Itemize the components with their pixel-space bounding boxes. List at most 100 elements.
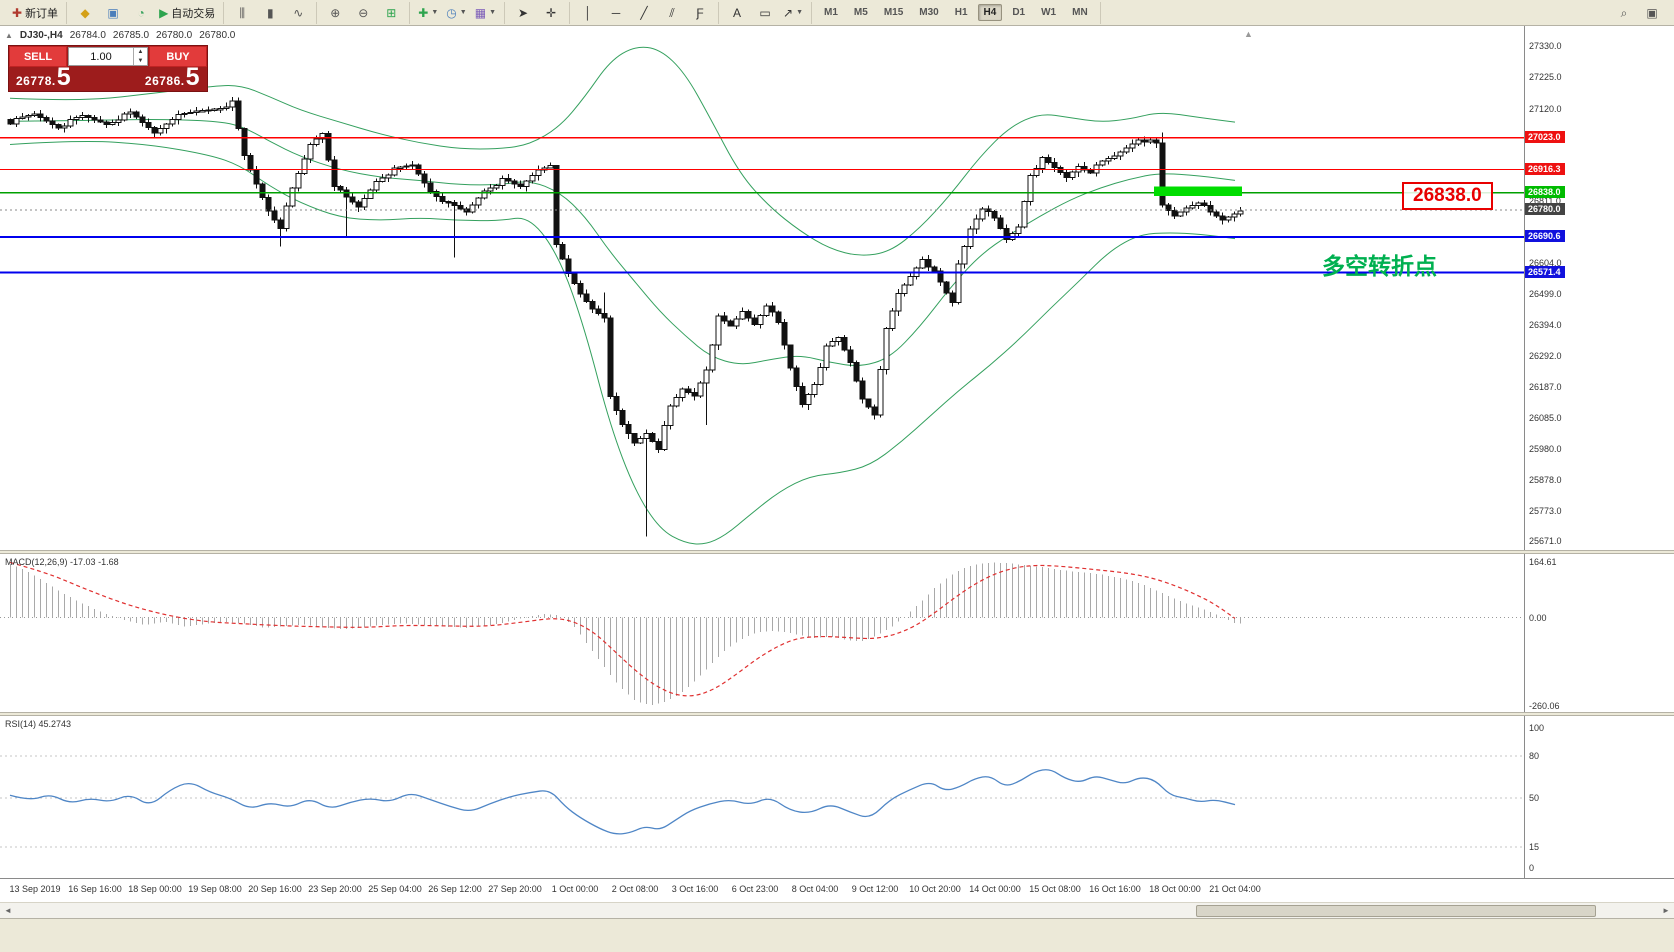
date-label: 10 Oct 20:00 [909, 884, 961, 894]
collapse-trade-panel-icon[interactable]: ▲ [5, 31, 13, 40]
text-button[interactable]: A [724, 2, 750, 24]
rsi-axis[interactable]: 100 80 50 15 0 [1524, 716, 1674, 878]
new-order-button[interactable]: ✚ 新订单 [9, 2, 61, 24]
tile-windows-button[interactable]: ⊞ [378, 2, 404, 24]
close-value: 26780.0 [199, 30, 236, 41]
date-label: 2 Oct 08:00 [611, 884, 659, 894]
date-label: 21 Oct 04:00 [1209, 884, 1261, 894]
date-label: 14 Oct 00:00 [969, 884, 1021, 894]
volume-up-icon[interactable]: ▲ [137, 49, 144, 56]
volume-down-icon[interactable]: ▼ [137, 57, 144, 64]
line-chart-icon: ∿ [293, 5, 304, 20]
date-label: 6 Oct 23:00 [731, 884, 779, 894]
zoom-out-button[interactable]: ⊖ [350, 2, 376, 24]
autotrading-button[interactable]: ▶ 自动交易 [156, 2, 218, 24]
toolbar-group: ⫼ ▮ ∿ [224, 1, 318, 24]
timeframe-mn[interactable]: MN [1072, 7, 1088, 18]
date-label: 1 Oct 00:00 [551, 884, 599, 894]
price-tag: 26838.0 [1525, 185, 1565, 198]
scrollbar-track[interactable] [16, 904, 1658, 918]
templates-icon: ▦ [474, 5, 487, 20]
main-toolbar: ✚ 新订单 ◆ ▣ ◔ ▶ 自动交易 ⫼ ▮ ∿ ⊕ ⊖ ⊞ ✚ ▼ ◷ ▼ ▦ ▼ ➤ ✛ │ ─ ╱ ⫽ Ƒ A ▭ ↗ ▼ M1 M5… [0, 0, 1674, 26]
price-axis[interactable]: 27330.0 27225.0 27120.0 26811.0 26604.0 26499… [1524, 26, 1674, 550]
chevron-down-icon: ▼ [489, 9, 496, 16]
pane-separator[interactable] [0, 712, 1674, 716]
label-button[interactable]: ▭ [752, 2, 778, 24]
bars-chart-icon: ⫼ [239, 5, 246, 20]
rsi-pane[interactable]: RSI(14) 45.2743 [0, 716, 1524, 878]
scroll-left-icon[interactable]: ◄ [4, 906, 12, 915]
sell-price-main: 26778. [16, 74, 56, 88]
channel-icon: ⫽ [669, 5, 675, 20]
zoom-in-button[interactable]: ⊕ [322, 2, 348, 24]
volume-value[interactable]: 1.00 [90, 50, 112, 63]
channel-button[interactable]: ⫽ [659, 2, 685, 24]
toolbar-right-group: ⌕ ▣ [1606, 2, 1670, 24]
scroll-anchor-icon[interactable]: ▲ [1244, 29, 1253, 39]
date-label: 23 Sep 20:00 [308, 884, 362, 894]
turning-point-annotation[interactable]: 多空转折点 [1322, 253, 1437, 279]
horizontal-scrollbar[interactable]: ◄ ► [0, 902, 1674, 918]
timeframe-group: M1 M5 M15 M30 H1 H4 D1 W1 MN [812, 1, 1101, 24]
price-axis-label: 26187.0 [1529, 382, 1562, 393]
trendline-button[interactable]: ╱ [631, 2, 657, 24]
new-chart-button[interactable]: ✚ ▼ [415, 2, 441, 24]
timeframe-h4[interactable]: H4 [977, 4, 1003, 21]
timeframe-m30[interactable]: M30 [919, 7, 939, 18]
timeframe-m15[interactable]: M15 [883, 7, 904, 18]
chevron-down-icon: ▼ [431, 9, 439, 16]
macd-axis-label: 164.61 [1529, 556, 1557, 567]
candles-chart-button[interactable]: ▮ [257, 2, 283, 24]
timeframe-h1[interactable]: H1 [954, 7, 968, 18]
timeframe-d1[interactable]: D1 [1012, 7, 1026, 18]
crosshair-button[interactable]: ✛ [538, 2, 564, 24]
metaeditor-button[interactable]: ◆ [72, 2, 98, 24]
pane-separator[interactable] [0, 550, 1674, 554]
main-chart-canvas[interactable]: ▲ DJ30-,H4 26784.0 26785.0 26780.0 26780… [0, 26, 1524, 550]
time-axis[interactable]: 13 Sep 2019 16 Sep 16:00 18 Sep 00:00 19 Se… [0, 878, 1674, 902]
volume-stepper: ▲ ▼ [133, 48, 147, 65]
history-center-button[interactable]: ◔ [128, 2, 154, 24]
line-chart-button[interactable]: ∿ [285, 2, 311, 24]
price-tag: 26916.3 [1525, 162, 1565, 175]
price-axis-label: 25980.0 [1529, 444, 1562, 455]
layout-button[interactable]: ▣ [1639, 2, 1665, 24]
timeframe-m1[interactable]: M1 [824, 7, 838, 18]
search-button[interactable]: ⌕ [1611, 2, 1637, 24]
buy-price[interactable]: 26786. 5 [145, 63, 200, 91]
price-axis-label: 27120.0 [1529, 103, 1562, 114]
new-chart-icon: ✚ [418, 5, 429, 20]
buy-button[interactable]: BUY [149, 46, 207, 67]
price-annotation-box[interactable]: 26838.0 [1402, 182, 1493, 210]
date-label: 18 Sep 00:00 [128, 884, 182, 894]
sell-price-big-digit: 5 [56, 63, 72, 91]
cursor-button[interactable]: ➤ [510, 2, 536, 24]
arrows-button[interactable]: ↗ ▼ [780, 2, 806, 24]
templates-button[interactable]: ▦ ▼ [472, 2, 499, 24]
low-value: 26780.0 [156, 30, 193, 41]
horizontal-line-button[interactable]: ─ [603, 2, 629, 24]
candles-chart-icon: ▮ [266, 5, 274, 20]
search-icon: ⌕ [1620, 5, 1628, 20]
vertical-line-button[interactable]: │ [575, 2, 601, 24]
sell-price[interactable]: 26778. 5 [16, 63, 72, 91]
scrollbar-thumb[interactable] [1196, 904, 1596, 917]
macd-pane[interactable]: MACD(12,26,9) -17.03 -1.68 [0, 554, 1524, 712]
macd-axis[interactable]: 164.61 0.00 -260.06 [1524, 554, 1674, 712]
chevron-down-icon: ▼ [459, 9, 467, 16]
macd-axis-label: 0.00 [1529, 612, 1547, 623]
bars-chart-button[interactable]: ⫼ [229, 2, 255, 24]
timeframe-w1[interactable]: W1 [1041, 7, 1057, 18]
date-label: 8 Oct 04:00 [791, 884, 839, 894]
market-watch-button[interactable]: ▣ [100, 2, 126, 24]
timeframe-m5[interactable]: M5 [853, 7, 868, 18]
buy-price-big-digit: 5 [185, 63, 200, 91]
period-button[interactable]: ◷ ▼ [443, 2, 469, 24]
symbol-period-label: DJ30-,H4 [19, 30, 63, 41]
cursor-icon: ➤ [517, 5, 529, 20]
price-axis-label: 25671.0 [1529, 536, 1562, 547]
sell-button[interactable]: SELL [9, 46, 67, 67]
scroll-right-icon[interactable]: ► [1662, 906, 1670, 915]
fibonacci-button[interactable]: Ƒ [687, 2, 713, 24]
volume-field[interactable]: 1.00 ▲ ▼ [68, 47, 148, 66]
